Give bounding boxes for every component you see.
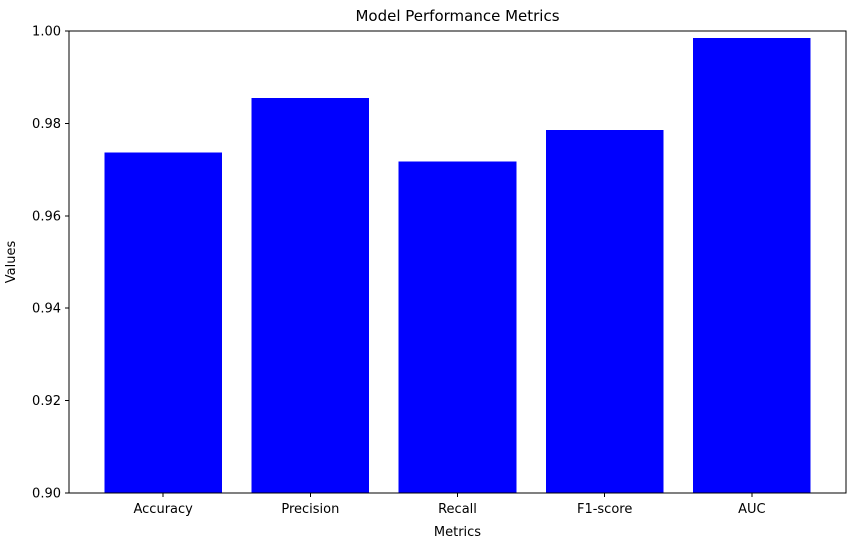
- y-tick-label: 0.94: [32, 302, 61, 317]
- x-tick-label: AUC: [738, 502, 766, 517]
- axes-layer: 0.90 0.92 0.94 0.96 0.98 1.00 Accuracy Precisio…: [32, 25, 847, 517]
- x-tick-label: Recall: [438, 502, 477, 517]
- bar-accuracy: [104, 152, 222, 493]
- y-tick-label: 0.98: [32, 117, 61, 132]
- y-tick-label: 0.90: [32, 487, 61, 502]
- bar-recall: [398, 161, 517, 494]
- x-tick-label: Accuracy: [134, 502, 194, 517]
- bar-precision: [251, 98, 370, 493]
- y-tick-label: 0.92: [32, 394, 61, 409]
- y-tick-label: 0.96: [32, 209, 61, 224]
- bars-layer: [104, 37, 811, 494]
- chart-title: Model Performance Metrics: [355, 7, 559, 25]
- y-axis-label: Values: [4, 241, 19, 284]
- x-tick-label: F1-score: [577, 502, 632, 517]
- x-tick-label: Precision: [281, 502, 339, 517]
- x-axis-label: Metrics: [434, 525, 481, 540]
- bar-f1-score: [545, 129, 664, 493]
- bar-auc: [693, 37, 811, 494]
- y-tick-label: 1.00: [32, 25, 61, 40]
